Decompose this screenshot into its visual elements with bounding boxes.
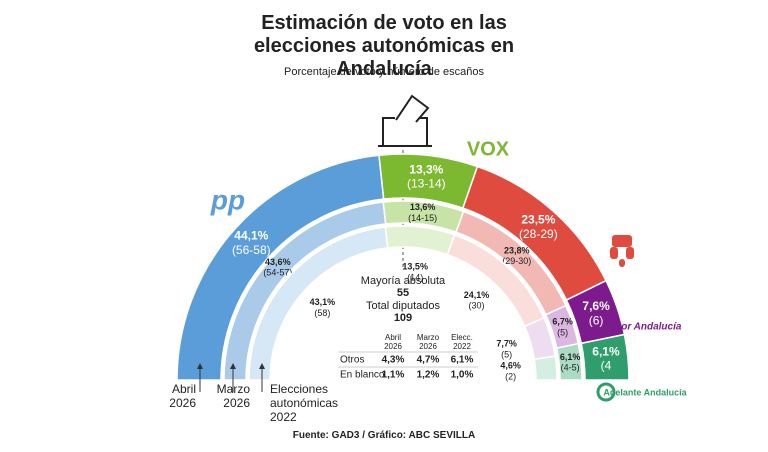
seat-label: (2) [505, 371, 516, 381]
chart-subtitle: Porcentaje de voto y número de escaños [284, 66, 484, 78]
majority-label: Mayoría absoluta [361, 275, 446, 287]
table-cell: En blanco [340, 370, 385, 381]
seat-label: (29-30) [502, 256, 531, 266]
legend-label: Marzo 2026 [216, 382, 250, 410]
value-label: 6,1% [592, 344, 620, 358]
table-header: Abril 2026 [384, 333, 402, 352]
table-header: Elecc. 2022 [451, 333, 473, 352]
table-header: Marzo 2026 [416, 333, 440, 352]
value-label: 7,7% [496, 339, 517, 349]
rose-part [619, 259, 625, 267]
value-label: 4,6% [500, 361, 521, 371]
seat-label: (14-15) [408, 213, 437, 223]
value-label: 44,1% [234, 229, 268, 243]
seat-label: (56-58) [232, 243, 271, 257]
chart-title: Estimación de voto en las elecciones aut… [253, 12, 515, 80]
table-cell: 4,3% [382, 355, 405, 366]
party-logo: VOX [467, 138, 510, 160]
seat-label: (58) [314, 308, 330, 318]
ballot-box-icon [378, 94, 432, 147]
legend-label: Elecciones autonómicas 2022 [270, 382, 339, 424]
majority-value: 55 [397, 287, 409, 299]
table-cell: 1,1% [382, 370, 405, 381]
value-label: 13,3% [409, 162, 443, 176]
party-logo: Por Andalucía [615, 322, 682, 333]
rose-part [612, 235, 632, 247]
table-cell: 1,2% [417, 370, 440, 381]
legend-label: Abril 2026 [169, 382, 196, 410]
arc-segment [533, 355, 558, 381]
party-logo: pp [210, 184, 245, 215]
seat-label: (5) [501, 349, 512, 359]
value-label: 13,6% [410, 202, 436, 212]
table-cell: 1,0% [451, 370, 474, 381]
value-label: 23,8% [504, 245, 530, 255]
seat-label: (5) [557, 327, 568, 337]
seat-label: (4 [601, 359, 612, 373]
rose-logo [610, 235, 634, 267]
rose-part [610, 247, 618, 259]
value-label: 7,6% [582, 299, 610, 313]
value-label: 43,1% [310, 297, 336, 307]
seat-label: (13-14) [407, 177, 446, 191]
value-label: 24,1% [464, 290, 490, 300]
total_seats-value: 109 [394, 312, 412, 324]
seat-label: (6) [589, 314, 604, 328]
seat-label: (28-29) [519, 227, 558, 241]
value-label: 43,6% [265, 257, 291, 267]
arc-segment [555, 342, 583, 381]
seat-label: (54-57) [263, 268, 292, 278]
table-cell: Otros [340, 355, 364, 366]
seat-label: (14) [407, 272, 423, 282]
seat-label: (4-5) [561, 363, 580, 373]
value-label: 6,7% [552, 317, 573, 327]
rose-part [626, 247, 634, 259]
arc-segment [384, 225, 456, 256]
source: Fuente: GAD3 / Gráfico: ABC SEVILLA [292, 430, 476, 441]
value-label: 23,5% [521, 212, 555, 226]
seat-label: (30) [468, 301, 484, 311]
value-label: 13,5% [402, 262, 428, 272]
arc-segment [580, 333, 630, 381]
table-cell: 4,7% [417, 355, 440, 366]
party-logo: Adelante Andalucía [603, 387, 687, 397]
total_seats-label: Total diputados [366, 300, 440, 312]
value-label: 6,1% [560, 352, 581, 362]
logo-icon [596, 382, 616, 402]
table-cell: 6,1% [451, 355, 474, 366]
